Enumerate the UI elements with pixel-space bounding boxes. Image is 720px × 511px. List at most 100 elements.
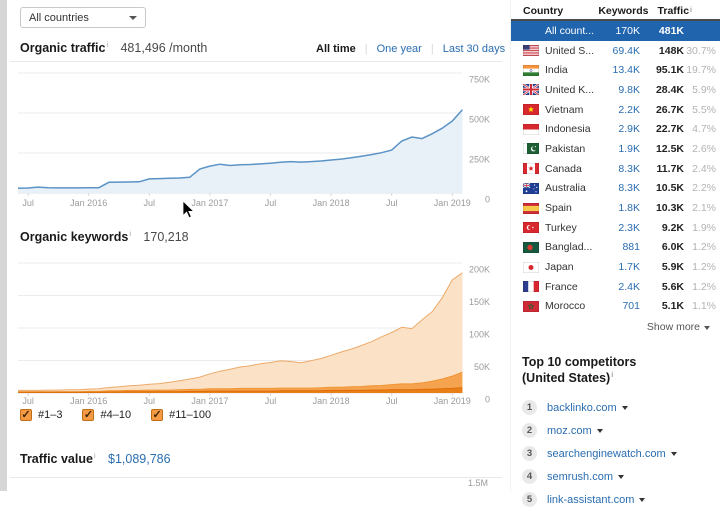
traffic-count: 26.7K	[655, 103, 684, 116]
country-filter-dropdown[interactable]: All countries	[20, 7, 146, 28]
svg-text:Jan 2017: Jan 2017	[191, 198, 228, 208]
section-title: Organic traffic	[20, 41, 106, 55]
svg-text:500K: 500K	[469, 115, 490, 125]
country-table-header: Country Keywords Traffic	[511, 0, 720, 21]
keywords-count: 701	[622, 300, 640, 313]
country-row[interactable]: United K... 9.8K 28.4K 5.9%	[511, 80, 720, 100]
traffic-share: 4.7%	[692, 123, 716, 136]
jp-flag-icon	[523, 261, 539, 273]
legend-item[interactable]: ✓ #4–10	[82, 409, 131, 421]
svg-text:250K: 250K	[469, 155, 490, 165]
keywords-count: 2.2K	[618, 103, 640, 116]
traffic-share: 1.2%	[692, 241, 716, 254]
country-filter-value: All countries	[29, 11, 89, 24]
legend-item[interactable]: ✓ #1–3	[20, 409, 62, 421]
competitors-title-line2: (United States)	[522, 369, 718, 385]
traffic-share: 2.1%	[692, 202, 716, 215]
competitor-link[interactable]: semrush.com	[547, 470, 614, 483]
competitor-link[interactable]: moz.com	[547, 424, 592, 437]
legend-item[interactable]: ✓ #11–100	[151, 409, 211, 421]
info-icon	[611, 372, 613, 379]
competitor-link[interactable]: searchenginewatch.com	[547, 447, 666, 460]
svg-text:Jul: Jul	[144, 396, 156, 406]
checked-checkbox-icon[interactable]: ✓	[82, 409, 95, 421]
svg-text:150K: 150K	[469, 297, 490, 307]
traffic-share: 1.2%	[692, 261, 716, 274]
legend-label: #4–10	[100, 409, 132, 421]
checked-checkbox-icon[interactable]: ✓	[20, 409, 32, 421]
country-name: United K...	[545, 83, 595, 96]
checked-checkbox-icon[interactable]: ✓	[151, 409, 164, 421]
traffic-count: 5.9K	[661, 261, 684, 274]
keywords-count: 1.7K	[618, 261, 640, 274]
competitors-list: 1 backlinko.com 2 moz.com 3 searchenginewatch…	[522, 396, 718, 511]
au-flag-icon	[523, 182, 539, 194]
traffic-count: 5.1K	[661, 300, 684, 313]
svg-text:0: 0	[485, 395, 490, 405]
competitor-item[interactable]: 1 backlinko.com	[522, 396, 718, 419]
organic-keywords-chart[interactable]: 200K 150K 100K 50K 0 Jul Jan 2016 Jul Jan 2017 Ju…	[10, 255, 502, 407]
country-row[interactable]: India 13.4K 95.1K 19.7%	[511, 60, 720, 80]
country-row[interactable]: France 2.4K 5.6K 1.2%	[511, 277, 720, 297]
competitors-title: Top 10 competitors (United States)	[522, 355, 718, 385]
column-header-country: Country	[523, 4, 564, 17]
traffic-share: 30.7%	[686, 44, 716, 57]
competitor-item[interactable]: 2 moz.com	[522, 419, 718, 442]
country-name: Spain	[545, 202, 572, 215]
competitor-item[interactable]: 4 semrush.com	[522, 465, 718, 488]
country-row[interactable]: Australia 8.3K 10.5K 2.2%	[511, 179, 720, 199]
chevron-down-icon	[596, 428, 603, 433]
organic-traffic-chart[interactable]: 750K 500K 250K 0 Jul Jan 2016 Jul Jan 2017 Jul Ja…	[10, 66, 502, 216]
time-filter-all-time[interactable]: All time	[316, 43, 356, 55]
country-name: Vietnam	[545, 103, 584, 116]
traffic-share: 2.6%	[692, 142, 716, 155]
keywords-legend: ✓ #1–3 ✓ #4–10 ✓ #11–100	[20, 409, 211, 421]
keywords-count: 2.3K	[618, 221, 640, 234]
svg-text:Jul: Jul	[265, 198, 277, 208]
country-name: Australia	[545, 182, 586, 195]
traffic-count: 5.6K	[661, 280, 684, 293]
chevron-down-icon	[704, 326, 710, 331]
time-filter-last-30-days[interactable]: Last 30 days	[442, 43, 506, 55]
ma-flag-icon	[523, 300, 539, 312]
country-name: Turkey	[545, 221, 577, 234]
traffic-share: 5.9%	[692, 83, 716, 96]
chevron-down-icon	[621, 405, 628, 410]
country-name: Morocco	[545, 300, 586, 313]
countries-sidebar: Country Keywords Traffic All count...170…	[510, 0, 720, 491]
country-row[interactable]: Spain 1.8K 10.3K 2.1%	[511, 198, 720, 218]
organic-traffic-heading: Organic traffic 481,496 /month	[20, 41, 207, 55]
country-row[interactable]: Japan 1.7K 5.9K 1.2%	[511, 257, 720, 277]
keywords-count: 8.3K	[618, 162, 640, 175]
country-row[interactable]: Turkey 2.3K 9.2K 1.9%	[511, 218, 720, 238]
country-row[interactable]: Pakistan 1.9K 12.5K 2.6%	[511, 139, 720, 159]
vn-flag-icon	[523, 104, 539, 116]
section-title: Organic keywords	[20, 230, 129, 244]
country-table-body: All count... 170K 481K United S... 69.4K 148K…	[511, 21, 720, 316]
organic-keywords-value: 170,218	[143, 230, 189, 244]
svg-text:Jul: Jul	[22, 198, 34, 208]
time-filter-one-year[interactable]: One year	[376, 43, 422, 55]
country-name: India	[545, 64, 568, 77]
column-header-keywords: Keywords	[598, 4, 649, 17]
competitor-link[interactable]: link-assistant.com	[547, 493, 635, 506]
country-row[interactable]: All count... 170K 481K	[511, 21, 720, 41]
country-row[interactable]: United S... 69.4K 148K 30.7%	[511, 41, 720, 61]
competitor-item[interactable]: 3 searchenginewatch.com	[522, 442, 718, 465]
svg-text:50K: 50K	[474, 362, 490, 372]
show-more-button[interactable]: Show more	[511, 321, 720, 333]
keywords-count: 9.8K	[618, 83, 640, 96]
top-competitors-section: Top 10 competitors (United States) 1 back…	[522, 355, 718, 511]
country-row[interactable]: Morocco 701 5.1K 1.1%	[511, 297, 720, 317]
traffic-count: 12.5K	[655, 142, 684, 155]
competitor-link[interactable]: backlinko.com	[547, 401, 617, 414]
competitor-item[interactable]: 5 link-assistant.com	[522, 488, 718, 511]
svg-text:Jan 2019: Jan 2019	[434, 396, 471, 406]
tr-flag-icon	[523, 222, 539, 234]
country-row[interactable]: Canada 8.3K 11.7K 2.4%	[511, 159, 720, 179]
country-row[interactable]: Vietnam 2.2K 26.7K 5.5%	[511, 100, 720, 120]
chevron-down-icon	[129, 15, 137, 20]
country-row[interactable]: Indonesia 2.9K 22.7K 4.7%	[511, 119, 720, 139]
country-row[interactable]: Banglad... 881 6.0K 1.2%	[511, 238, 720, 258]
svg-text:0: 0	[485, 195, 490, 205]
